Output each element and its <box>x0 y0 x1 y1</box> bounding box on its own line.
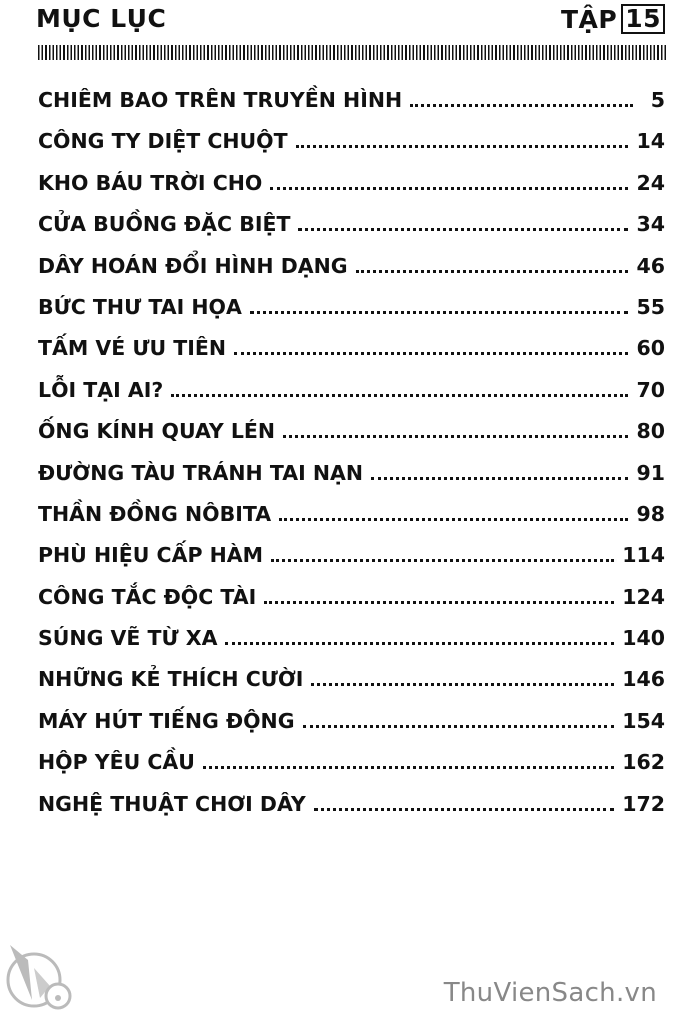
toc-entry-page: 46 <box>636 253 665 278</box>
toc-entry-title: ĐƯỜNG TÀU TRÁNH TAI NẠN <box>38 460 364 485</box>
toc-entry-title: MÁY HÚT TIẾNG ĐỘNG <box>38 708 295 733</box>
toc-entry[interactable]: KHO BÁU TRỜI CHO 24 <box>38 171 665 212</box>
toc-entry-title: NHỮNG KẺ THÍCH CƯỜI <box>38 667 304 692</box>
toc-entry[interactable]: NHỮNG KẺ THÍCH CƯỜI 146 <box>38 667 665 708</box>
toc-entry-title: THẦN ĐỒNG NÔBITA <box>38 501 272 526</box>
toc-entry-page: 124 <box>622 584 665 609</box>
dot-leader <box>270 186 629 190</box>
toc-entry-title: KHO BÁU TRỜI CHO <box>38 170 263 195</box>
toc-entry-page: 24 <box>636 170 665 195</box>
toc-entry-page: 80 <box>636 419 665 444</box>
toc-entry[interactable]: PHÙ HIỆU CẤP HÀM 114 <box>38 543 665 584</box>
dot-leader <box>271 559 615 563</box>
toc-entry[interactable]: DÂY HOÁN ĐỔI HÌNH DẠNG 46 <box>38 254 665 295</box>
dot-leader <box>264 600 615 604</box>
page-title: MỤC LỤC <box>36 4 167 33</box>
toc-entry-title: ỐNG KÍNH QUAY LÉN <box>38 419 276 444</box>
toc-entry-title: BỨC THƯ TAI HỌA <box>38 294 242 319</box>
bell-logo-icon <box>6 945 72 1010</box>
dot-leader <box>234 352 629 356</box>
toc-entry-title: SÚNG VẼ TỪ XA <box>38 626 218 651</box>
toc-entry-title: CHIÊM BAO TRÊN TRUYỀN HÌNH <box>38 88 403 112</box>
dot-leader <box>371 476 629 480</box>
toc-entry-page: 98 <box>636 501 665 526</box>
dot-leader <box>171 393 629 397</box>
dot-leader <box>249 310 629 314</box>
toc-entry-page: 146 <box>622 667 665 692</box>
dot-leader <box>225 642 615 646</box>
dot-leader <box>313 807 615 811</box>
toc-entry-page: 91 <box>636 460 665 485</box>
toc-entry-title: DÂY HOÁN ĐỔI HÌNH DẠNG <box>38 253 348 278</box>
toc-entry-page: 114 <box>622 543 665 568</box>
toc-entry[interactable]: NGHỆ THUẬT CHƠI DÂY 172 <box>38 792 665 833</box>
dot-leader <box>279 517 629 521</box>
toc-entry[interactable]: TẤM VÉ ƯU TIÊN 60 <box>38 336 665 377</box>
toc-entry[interactable]: ỐNG KÍNH QUAY LÉN 80 <box>38 419 665 460</box>
toc-entry-page: 55 <box>636 294 665 319</box>
toc-entry[interactable]: CÔNG TY DIỆT CHUỘT 14 <box>38 129 665 170</box>
toc-entry[interactable]: HỘP YÊU CẦU 162 <box>38 750 665 791</box>
header-divider <box>38 45 667 60</box>
toc-entry-title: CỬA BUỒNG ĐẶC BIỆT <box>38 212 291 237</box>
toc-entry-title: PHÙ HIỆU CẤP HÀM <box>38 543 264 568</box>
toc-entry-title: LỖI TẠI AI? <box>38 377 164 402</box>
dot-leader <box>410 104 633 107</box>
toc-entry-page: 5 <box>650 88 665 112</box>
dot-leader <box>298 228 629 232</box>
toc-entry-title: CÔNG TY DIỆT CHUỘT <box>38 129 288 154</box>
toc-entry[interactable]: ĐƯỜNG TÀU TRÁNH TAI NẠN 91 <box>38 461 665 502</box>
dot-leader <box>311 683 615 687</box>
table-of-contents: CHIÊM BAO TRÊN TRUYỀN HÌNH 5 CÔNG TY DIỆT … <box>38 88 665 833</box>
toc-entry-page: 34 <box>636 212 665 237</box>
toc-entry[interactable]: SÚNG VẼ TỪ XA 140 <box>38 626 665 667</box>
dot-leader <box>202 766 615 770</box>
dot-leader <box>355 269 629 273</box>
dot-leader <box>302 724 615 728</box>
toc-entry[interactable]: MÁY HÚT TIẾNG ĐỘNG 154 <box>38 709 665 750</box>
toc-entry[interactable]: CỬA BUỒNG ĐẶC BIỆT 34 <box>38 212 665 253</box>
dot-leader <box>295 145 629 149</box>
toc-entry[interactable]: CÔNG TẮC ĐỘC TÀI 124 <box>38 585 665 626</box>
toc-entry[interactable]: LỖI TẠI AI? 70 <box>38 378 665 419</box>
volume-label: TẬP 15 <box>561 4 665 34</box>
toc-entry-page: 140 <box>622 626 665 651</box>
toc-entry-page: 14 <box>636 129 665 154</box>
toc-entry-page: 162 <box>622 750 665 775</box>
toc-entry[interactable]: BỨC THƯ TAI HỌA 55 <box>38 295 665 336</box>
toc-entry-title: CÔNG TẮC ĐỘC TÀI <box>38 584 257 609</box>
toc-entry-page: 154 <box>622 708 665 733</box>
watermark-text: ThuVienSach.vn <box>443 978 657 1008</box>
volume-text: TẬP <box>560 4 618 34</box>
volume-number: 15 <box>621 4 665 34</box>
toc-entry-page: 70 <box>636 377 665 402</box>
toc-entry[interactable]: THẦN ĐỒNG NÔBITA 98 <box>38 502 665 543</box>
toc-entry-title: TẤM VÉ ƯU TIÊN <box>38 336 227 361</box>
toc-entry[interactable]: CHIÊM BAO TRÊN TRUYỀN HÌNH 5 <box>38 88 665 129</box>
dot-leader <box>283 435 629 439</box>
toc-entry-page: 172 <box>622 791 665 816</box>
toc-entry-title: NGHỆ THUẬT CHƠI DÂY <box>38 791 306 816</box>
toc-entry-page: 60 <box>636 336 665 361</box>
toc-entry-title: HỘP YÊU CẦU <box>38 750 195 775</box>
